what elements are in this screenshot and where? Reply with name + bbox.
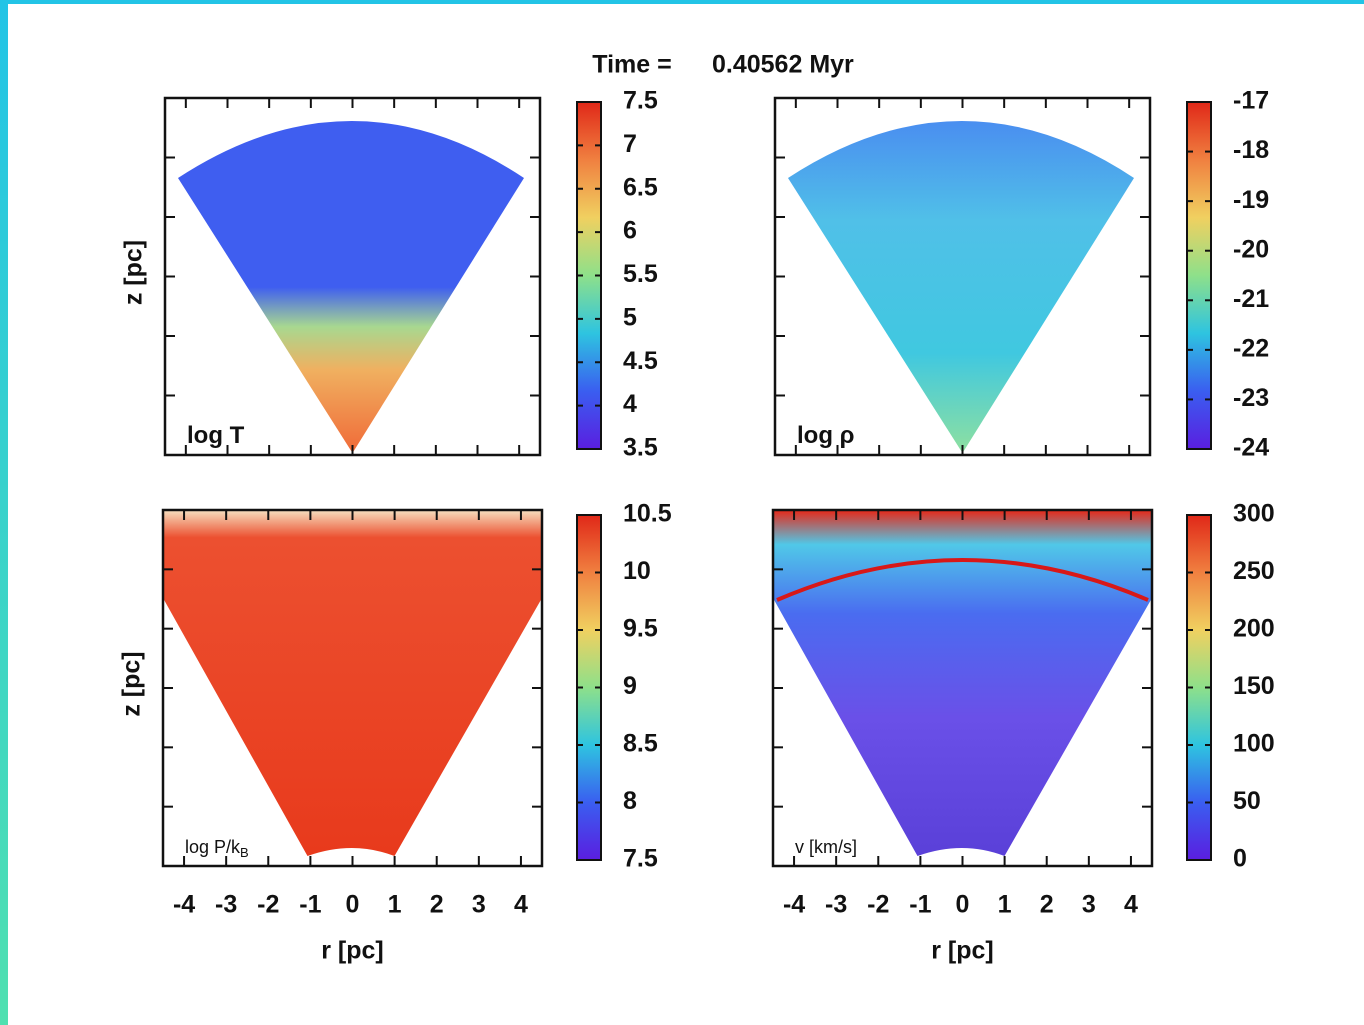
x-tick-label: -2 — [867, 891, 889, 919]
colorbar-tick-label: 250 — [1233, 557, 1275, 585]
colorbar-tick-label: -21 — [1233, 285, 1269, 313]
colorbar-tick-label: 3.5 — [623, 434, 658, 462]
colorbar-tick-label: -20 — [1233, 235, 1269, 263]
colorbar — [1186, 101, 1212, 450]
y-axis-label: z [pc] — [118, 651, 146, 716]
colorbar-tick-label: 0 — [1233, 845, 1247, 873]
panel-label-sub: B — [240, 845, 249, 860]
colorbar-tick-label: 6 — [623, 217, 637, 245]
x-axis-label: r [pc] — [321, 937, 384, 965]
simulation-image — [788, 121, 1134, 453]
panel-label-text: log ρ — [797, 422, 855, 449]
panel-label: v [km/s] — [795, 837, 857, 857]
time-label: Time = — [592, 51, 671, 79]
top-border — [0, 0, 1364, 4]
y-axis-label: z [pc] — [120, 240, 148, 305]
colorbar-tick-label: 8.5 — [623, 730, 658, 758]
panel-label: log T — [187, 422, 245, 449]
colorbar-tick-label: -19 — [1233, 186, 1269, 214]
x-tick-label: -2 — [257, 891, 279, 919]
colorbar-tick-label: -18 — [1233, 136, 1269, 164]
x-tick-label: -1 — [299, 891, 321, 919]
colorbar-tick-label: 200 — [1233, 615, 1275, 643]
x-tick-label: 2 — [1040, 891, 1054, 919]
panel-label-text: log P/k — [185, 837, 241, 857]
x-tick-label: 2 — [430, 891, 444, 919]
x-tick-label: 3 — [472, 891, 486, 919]
colorbar-tick-label: 5.5 — [623, 260, 658, 288]
colorbar-tick-label: 7.5 — [623, 845, 658, 873]
x-tick-label: 0 — [346, 891, 360, 919]
colorbar-tick-label: 150 — [1233, 672, 1275, 700]
x-tick-label: -4 — [173, 891, 195, 919]
panel-label-text: v [km/s] — [795, 837, 857, 857]
colorbar-tick-label: -24 — [1233, 434, 1269, 462]
x-tick-label: -1 — [909, 891, 931, 919]
colorbar-tick-label: 8 — [623, 787, 637, 815]
x-tick-label: 1 — [388, 891, 402, 919]
simulation-image — [163, 510, 542, 856]
colorbar-tick-label: 9 — [623, 672, 637, 700]
colorbar-tick-label: 9.5 — [623, 615, 658, 643]
colorbar-tick-label: 5 — [623, 303, 637, 331]
x-tick-label: 4 — [1124, 891, 1138, 919]
colorbar-tick-label: 4 — [623, 390, 637, 418]
colorbar-tick-label: -22 — [1233, 334, 1269, 362]
colorbar-tick-label: 4.5 — [623, 347, 658, 375]
x-tick-label: 4 — [514, 891, 528, 919]
simulation-image — [178, 121, 524, 453]
colorbar-tick-label: 10 — [623, 557, 651, 585]
colorbar-tick-label: 50 — [1233, 787, 1261, 815]
x-tick-label: 3 — [1082, 891, 1096, 919]
colorbar-tick-label: -17 — [1233, 87, 1269, 115]
left-border — [0, 0, 8, 1025]
panel-label: log ρ — [797, 422, 855, 449]
x-axis-label: r [pc] — [931, 937, 994, 965]
colorbar-tick-label: 300 — [1233, 500, 1275, 528]
colorbar-tick-label: 7 — [623, 130, 637, 158]
x-tick-label: -4 — [783, 891, 805, 919]
colorbar-tick-label: 100 — [1233, 730, 1275, 758]
colorbar-tick-label: 6.5 — [623, 173, 658, 201]
time-value: 0.40562 Myr — [712, 51, 854, 79]
shock-front — [776, 558, 1149, 602]
panel-label-text: log T — [187, 422, 245, 449]
x-tick-label: -3 — [215, 891, 237, 919]
simulation-image — [773, 510, 1152, 856]
colorbar-tick-label: 10.5 — [623, 500, 672, 528]
colorbar-tick-label: -23 — [1233, 384, 1269, 412]
panel-label: log P/kB — [185, 837, 249, 861]
colorbar-tick-label: 7.5 — [623, 87, 658, 115]
x-tick-label: 0 — [956, 891, 970, 919]
x-tick-label: -3 — [825, 891, 847, 919]
x-tick-label: 1 — [998, 891, 1012, 919]
